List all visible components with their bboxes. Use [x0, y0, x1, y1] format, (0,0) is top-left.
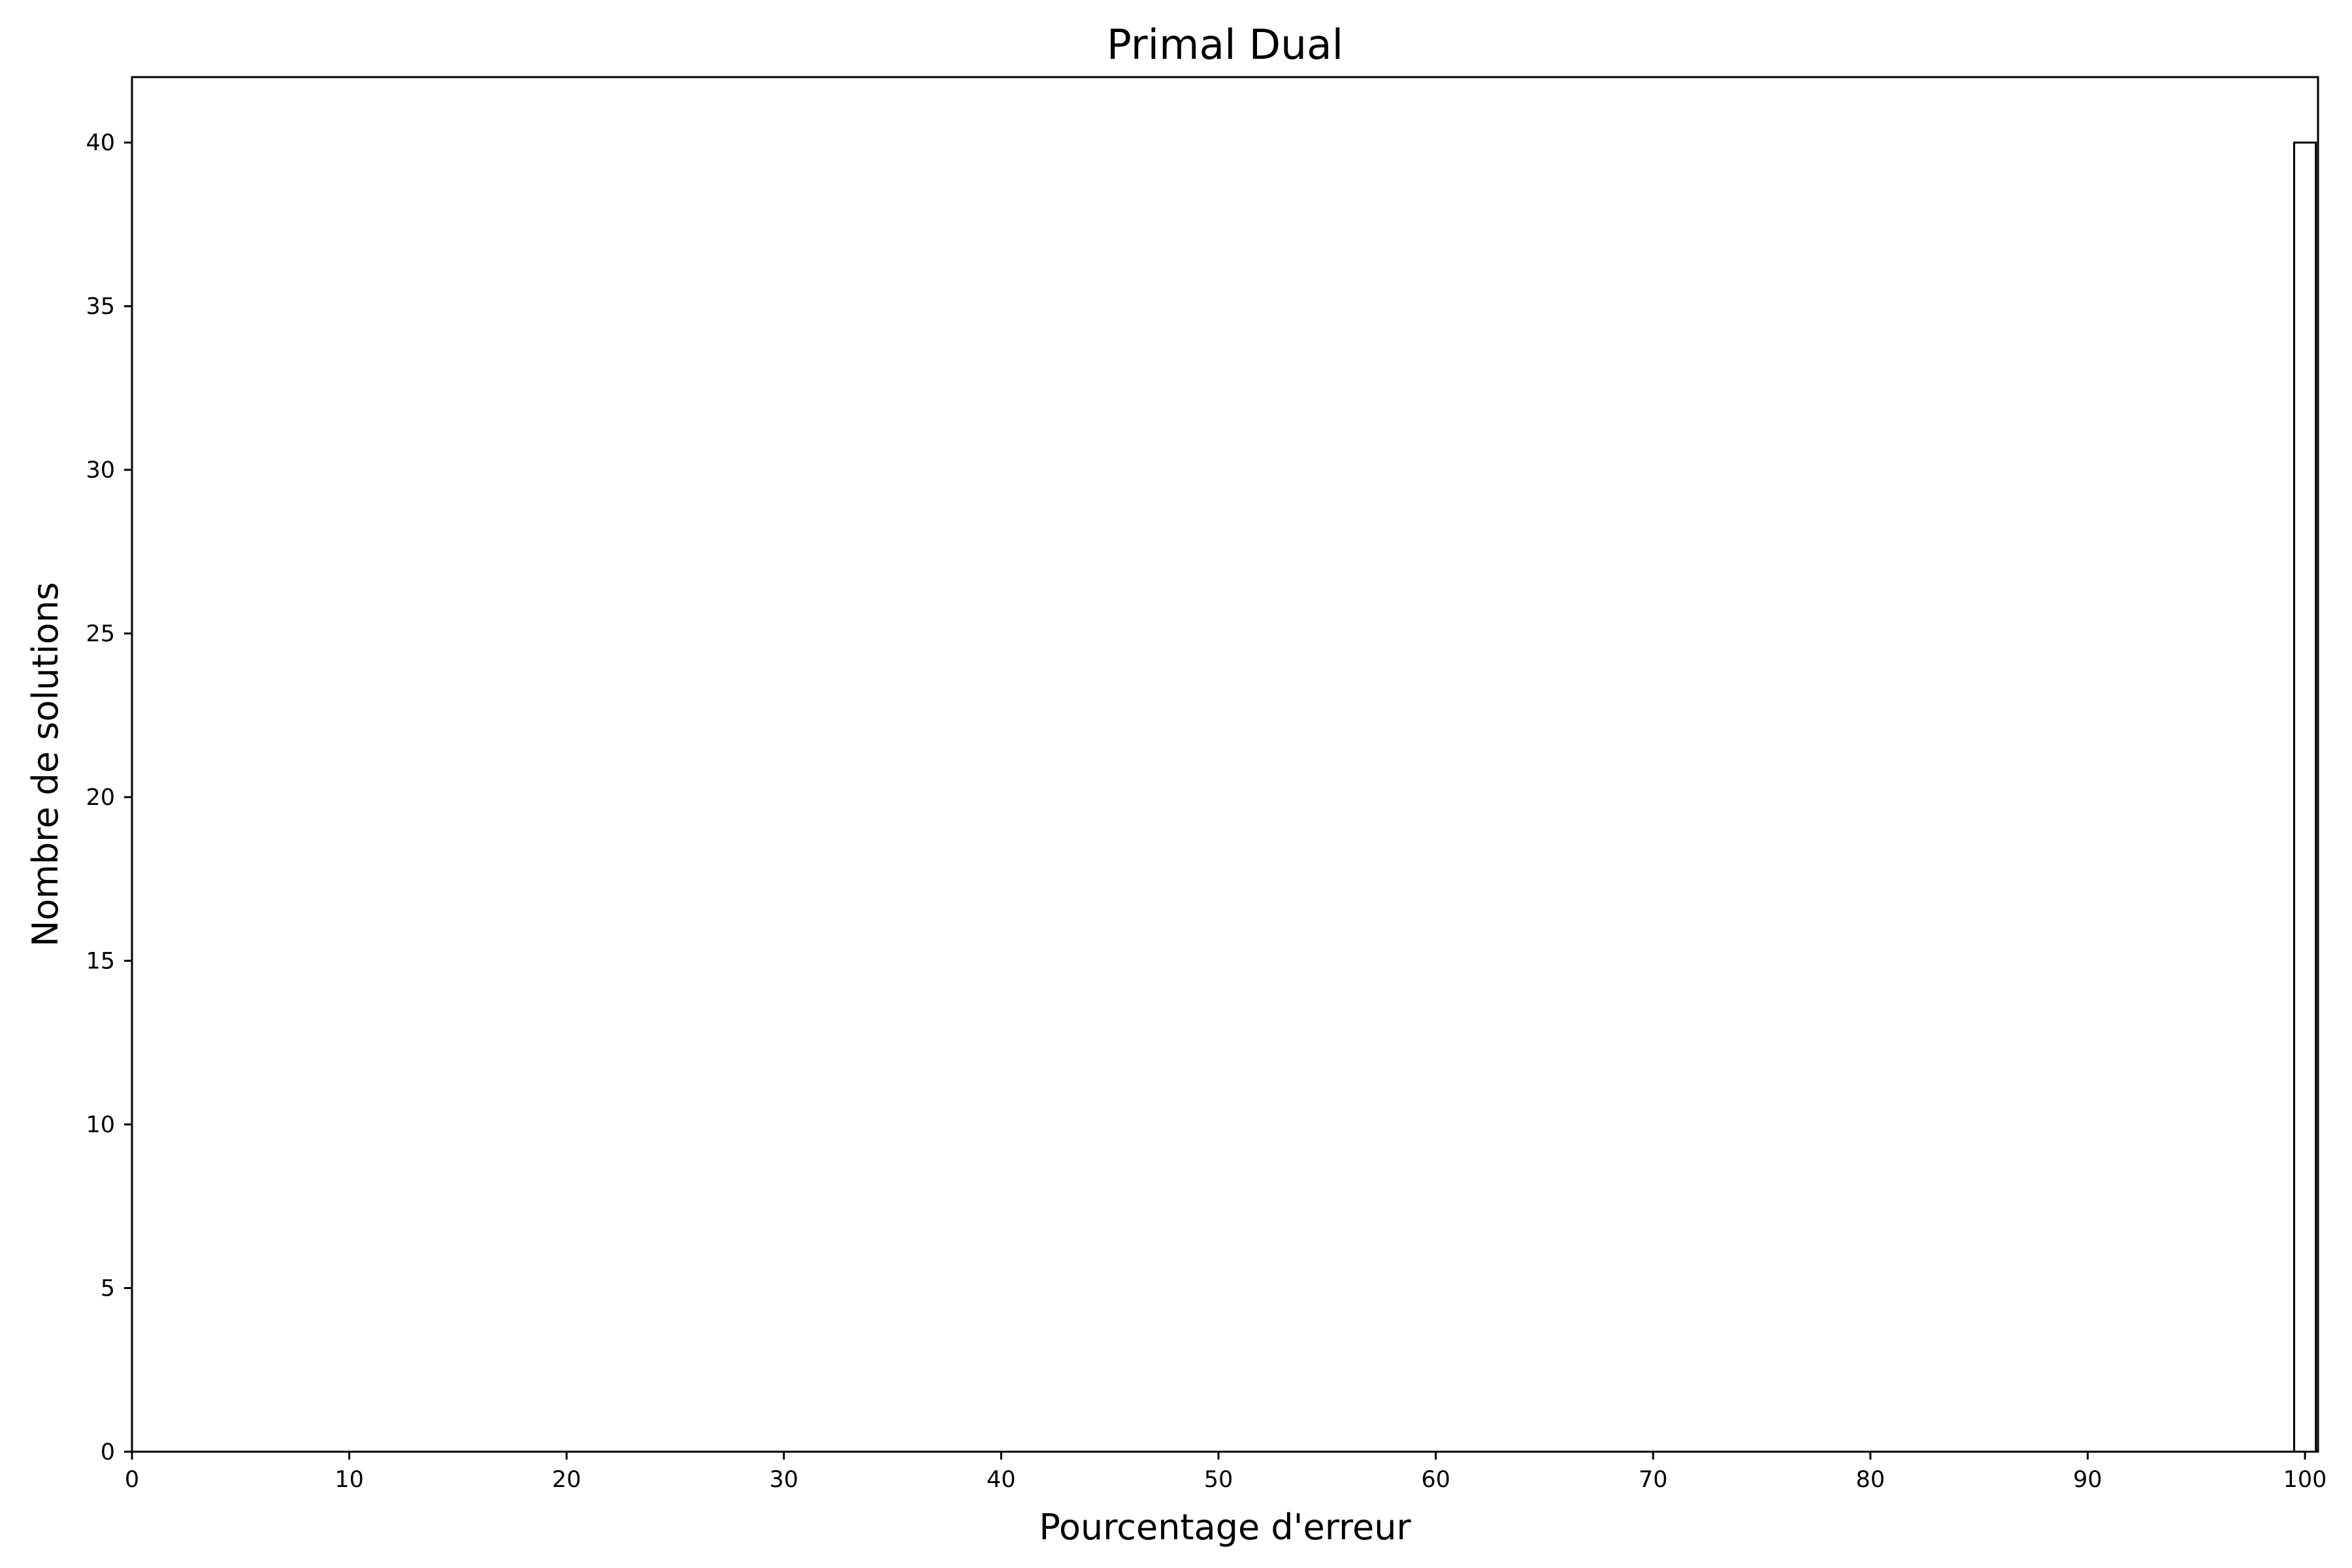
y-tick-label: 35 — [86, 294, 115, 320]
histogram-bar-0 — [2293, 141, 2317, 1453]
x-tick-label: 30 — [770, 1467, 799, 1493]
x-tick-label: 40 — [987, 1467, 1016, 1493]
x-tick-label: 70 — [1639, 1467, 1668, 1493]
x-tick-label: 50 — [1204, 1467, 1233, 1493]
x-tick-label: 80 — [1856, 1467, 1886, 1493]
y-tick-label: 0 — [101, 1439, 115, 1465]
y-tick-label: 40 — [86, 130, 115, 156]
y-tick-label: 5 — [101, 1276, 115, 1302]
x-tick-label: 100 — [2283, 1467, 2327, 1493]
x-axis-label: Pourcentage d'erreur — [1039, 1507, 1411, 1548]
plot-area — [2293, 141, 2317, 1453]
x-tick-label: 60 — [1421, 1467, 1450, 1493]
y-tick-label: 25 — [86, 621, 115, 647]
chart-title: Primal Dual — [1107, 21, 1343, 69]
y-tick-label: 15 — [86, 949, 115, 975]
y-axis-label: Nombre de solutions — [25, 582, 66, 947]
y-tick-label: 20 — [86, 785, 115, 811]
x-axis-ticks: 0 10 20 30 40 50 60 70 80 90 100 — [125, 1452, 2327, 1493]
x-tick-label: 10 — [335, 1467, 364, 1493]
y-tick-label: 30 — [86, 457, 115, 483]
x-tick-label: 20 — [552, 1467, 581, 1493]
x-tick-label: 90 — [2073, 1467, 2102, 1493]
axes-frame — [131, 76, 2319, 1453]
y-tick-label: 10 — [86, 1112, 115, 1138]
y-axis-ticks: 0 5 10 15 20 25 30 35 40 — [86, 130, 132, 1465]
x-tick-label: 0 — [125, 1467, 139, 1493]
